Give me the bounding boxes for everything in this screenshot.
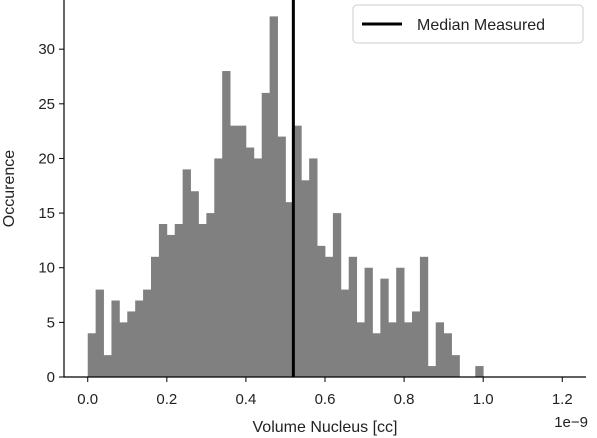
histogram-bar [158,224,168,377]
y-axis-label: Occurence [1,150,18,227]
histogram-bar [111,300,120,377]
histogram-bar [222,71,231,377]
x-tick-label: 0.8 [394,391,415,408]
histogram-bar [245,147,255,377]
x-tick-label: 0.0 [77,391,98,408]
histogram-bar [388,322,397,377]
histogram-bar [475,366,484,377]
histogram-bar [404,322,413,377]
legend-box [352,4,584,44]
histogram-bar [309,158,318,377]
y-tick-label: 0 [47,369,55,386]
histogram-bar [419,256,429,377]
histogram-bar [261,92,271,377]
histogram-bar [151,256,160,377]
histogram-bar [95,289,104,377]
histogram-bars [87,16,484,378]
histogram-bar [356,322,365,377]
histogram-bar [443,333,452,377]
histogram-bar [182,169,191,377]
histogram-bar [325,256,334,377]
histogram-bar [174,224,184,377]
histogram-bar [435,322,445,377]
histogram-bar [198,224,207,377]
y-tick-label: 5 [47,314,55,331]
histogram-bar [317,245,326,377]
histogram-bar [103,355,112,377]
x-tick-label: 1.2 [552,391,573,408]
histogram-bar [143,289,152,377]
histogram-bar [427,366,437,377]
y-tick-label: 10 [38,260,55,277]
histogram-bar [412,311,421,377]
x-axis-ticks: 0.0 0.2 0.4 0.6 0.8 1.0 1.2 [77,377,573,408]
y-tick-label: 20 [38,150,55,167]
x-tick-label: 0.6 [315,391,336,408]
x-axis-offset-label: 1e−9 [554,414,588,431]
histogram-bar [332,213,342,377]
histogram-bar [269,16,278,378]
histogram-bar [230,125,239,378]
x-tick-label: 0.4 [235,391,256,408]
histogram-bar [293,125,302,378]
histogram-bar [396,267,405,377]
histogram-bar [87,333,97,377]
y-axis-ticks: 0 5 10 15 20 25 30 [38,41,64,386]
histogram-bar [119,322,128,377]
histogram-bar [451,355,460,377]
histogram-bar [214,158,223,377]
histogram-bar [301,180,310,377]
histogram-bar [238,125,247,378]
histogram-bar [372,333,381,377]
x-axis-label: Volume Nucleus [cc] [253,419,398,436]
histogram-bar [348,256,358,377]
legend: Median Measured [352,4,584,44]
y-tick-label: 15 [38,205,55,222]
histogram-bar [285,202,294,377]
histogram-bar [277,136,286,377]
histogram-bar [206,213,215,377]
histogram-bar [135,300,144,377]
histogram-bar [253,158,263,377]
histogram-bar [364,267,373,377]
x-tick-label: 1.0 [473,391,494,408]
histogram-bar [190,191,199,377]
y-tick-label: 30 [38,41,55,58]
histogram-bar [166,234,176,377]
histogram-bar [380,278,389,377]
histogram-bar [340,289,350,377]
legend-label-median: Median Measured [417,17,545,34]
x-tick-label: 0.2 [156,391,177,408]
histogram-bar [127,311,136,377]
y-tick-label: 25 [38,96,55,113]
